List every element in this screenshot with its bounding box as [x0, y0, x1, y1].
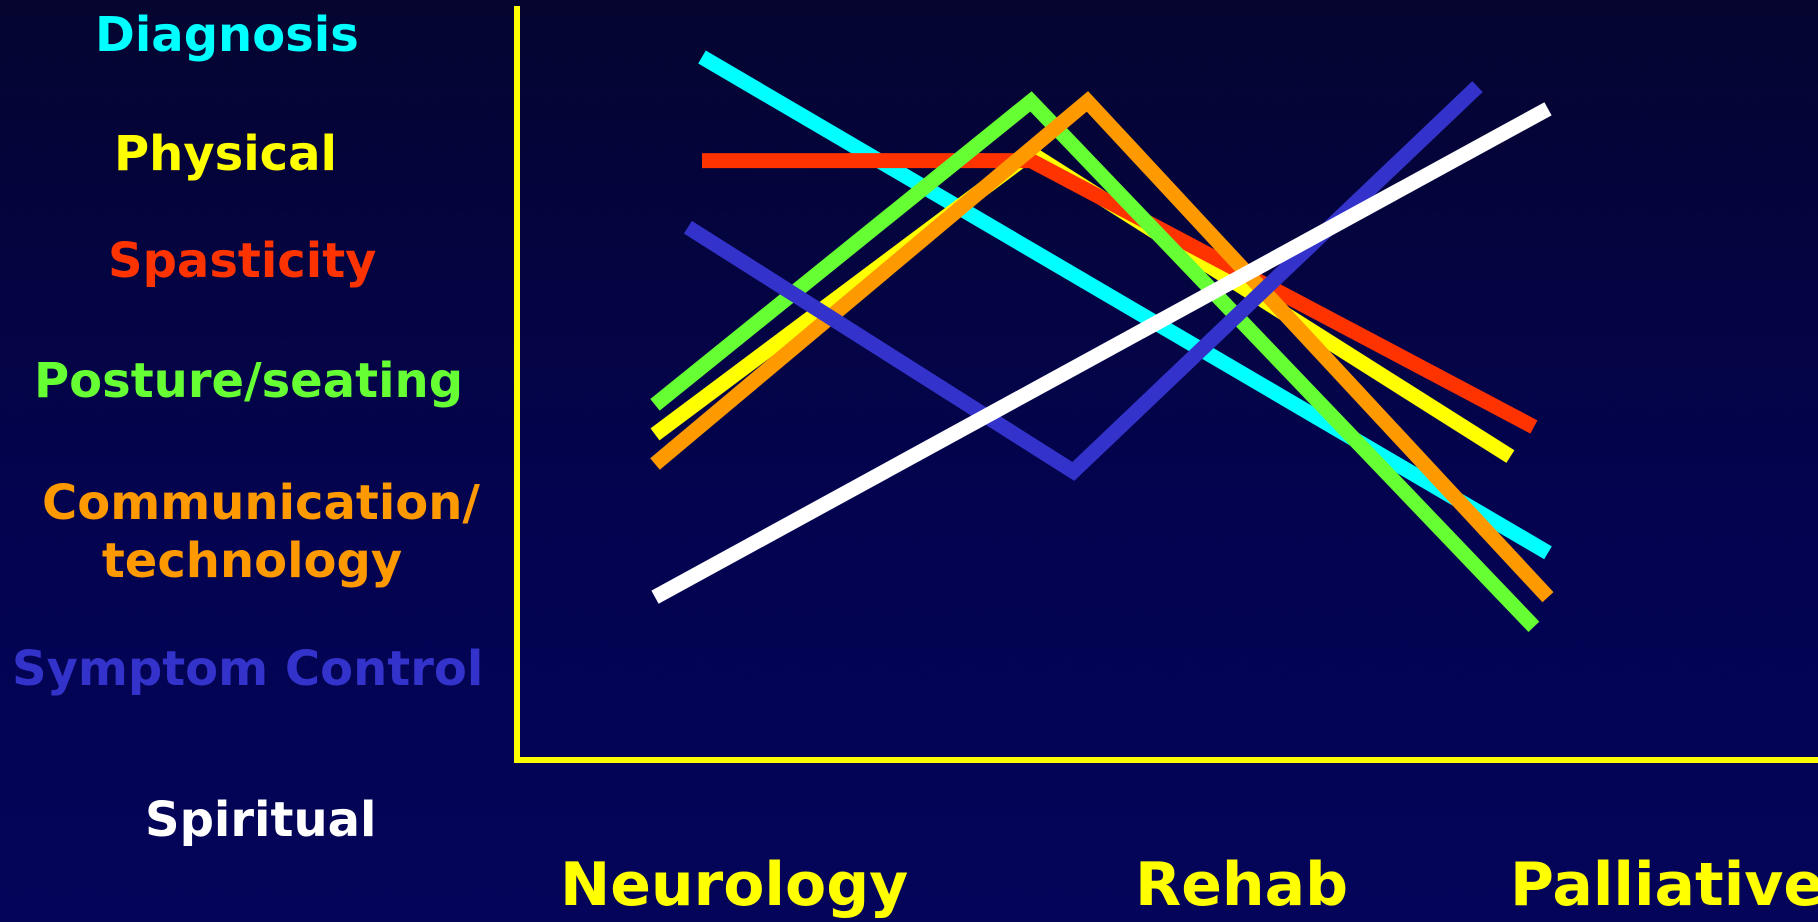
series-line-spasticity: [702, 153, 1538, 434]
x-tick-neurology: Neurology: [560, 850, 909, 920]
x-tick-palliative: Palliative: [1510, 850, 1818, 920]
legend-physical: Physical: [114, 126, 337, 182]
series-line-diagnosis: [698, 50, 1552, 560]
legend-spasticity: Spasticity: [108, 233, 377, 289]
series-line-spiritual: [651, 102, 1552, 604]
legend-posture-seating: Posture/seating: [34, 353, 464, 409]
legend-diagnosis: Diagnosis: [95, 7, 359, 63]
series-layer: [650, 50, 1554, 632]
series-line-communication-technology: [650, 91, 1554, 603]
legend-communication-technology: Communication/ technology: [42, 475, 480, 589]
x-tick-rehab: Rehab: [1135, 850, 1349, 920]
legend-spiritual: Spiritual: [145, 792, 377, 848]
legend-symptom-control: Symptom Control: [12, 641, 484, 697]
series-line-posture-seating: [650, 91, 1540, 632]
